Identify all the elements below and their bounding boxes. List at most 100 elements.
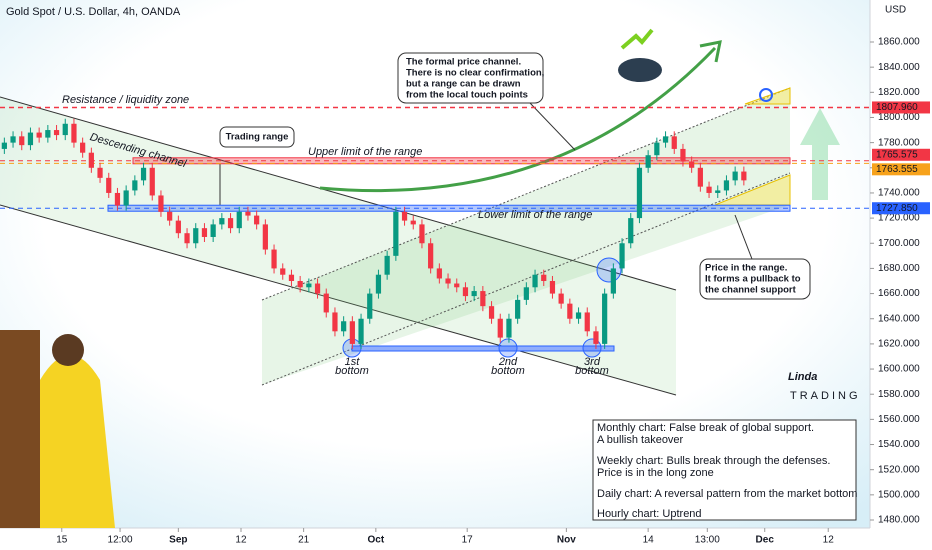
- y-tick-label: 1680.000: [878, 263, 920, 274]
- candle-body: [219, 218, 225, 225]
- y-tick-label: 1620.000: [878, 339, 920, 350]
- candle-body: [454, 283, 460, 288]
- price-tag: [872, 148, 930, 161]
- info-text: Weekly chart: Bulls break through the de…: [597, 455, 830, 467]
- candle-body: [602, 293, 608, 344]
- candle-body: [201, 228, 208, 237]
- candle-body: [410, 220, 416, 225]
- candle-body: [697, 167, 703, 187]
- info-box: [592, 419, 857, 521]
- y-tick-label: 1660.000: [878, 288, 920, 299]
- candle-body: [419, 224, 425, 244]
- candle-body: [10, 136, 16, 143]
- candle-body: [36, 132, 42, 138]
- candle-body: [636, 167, 643, 219]
- info-text: A bullish takeover: [597, 434, 684, 446]
- annotation: Price in the range.: [705, 263, 787, 274]
- candle-body: [680, 148, 686, 162]
- x-tick-label: Sep: [169, 535, 187, 546]
- arrow-head: [699, 40, 722, 63]
- bottom-label: 2nd: [498, 356, 518, 368]
- price-tag-label: 1765.575: [876, 149, 918, 160]
- candle-body: [523, 287, 529, 300]
- y-tick-label: 1860.000: [878, 37, 920, 48]
- x-axis-panel: [0, 528, 870, 550]
- candle-body: [628, 218, 634, 244]
- candle-body: [123, 190, 129, 206]
- candle-body: [236, 211, 242, 229]
- candle-body: [280, 268, 286, 275]
- candle-body: [158, 195, 164, 212]
- candle-body: [262, 224, 268, 250]
- candle-body: [271, 249, 277, 269]
- annotation: Resistance / liquidity zone: [62, 94, 189, 106]
- candle-body: [227, 218, 234, 229]
- x-tick-label: 12:00: [108, 535, 133, 546]
- triangle-zone: [744, 87, 791, 105]
- candle-body: [132, 180, 138, 191]
- x-tick-label: Oct: [368, 535, 385, 546]
- candle-body: [332, 312, 338, 332]
- y-tick-label: 1480.000: [878, 515, 920, 526]
- candle-body: [323, 293, 329, 313]
- y-tick-label: 1520.000: [878, 464, 920, 475]
- candle-body: [97, 167, 103, 178]
- candle-body: [662, 136, 669, 143]
- candle-body: [445, 278, 451, 284]
- candle-body: [723, 180, 730, 191]
- annotation: The formal price channel.: [406, 57, 521, 68]
- bull-icon: [618, 58, 662, 82]
- info-text: Hourly chart: Uptrend: [597, 508, 702, 520]
- candle-body: [184, 233, 190, 244]
- candle-body: [567, 303, 573, 319]
- channel-line: [261, 87, 791, 301]
- bottom-label: bottom: [335, 365, 369, 377]
- candle-body: [45, 130, 51, 138]
- candle-body: [706, 186, 712, 193]
- ascending-channel: [262, 88, 790, 385]
- price-tag-label: 1807.960: [876, 102, 918, 113]
- candle-body: [80, 142, 86, 153]
- y-tick-label: 1780.000: [878, 137, 920, 148]
- candle-body: [114, 192, 121, 206]
- candle-body: [593, 331, 599, 344]
- channel-line: [261, 172, 791, 386]
- candle-body: [654, 142, 660, 156]
- candle-body: [575, 312, 582, 319]
- chart-title: Gold Spot / U.S. Dollar, 4h, OANDA: [6, 6, 181, 18]
- target-marker: [759, 88, 773, 102]
- info-text: Price is in the long zone: [597, 467, 714, 479]
- annotation: There is no clear confirmation,: [406, 68, 544, 79]
- callout-box: [397, 52, 544, 104]
- annotation: Lower limit of the range: [478, 209, 592, 221]
- candle-body: [428, 243, 434, 269]
- annotation: the channel support: [705, 285, 797, 296]
- currency-label: USD: [885, 5, 906, 16]
- info-text: Daily chart: A reversal pattern from the…: [597, 488, 857, 500]
- y-tick-label: 1500.000: [878, 489, 920, 500]
- candle-body: [375, 274, 382, 294]
- price-tag: [872, 163, 930, 176]
- logo-sub: TRADING: [790, 390, 861, 402]
- channel-line: [0, 204, 677, 396]
- y-tick-label: 1640.000: [878, 313, 920, 324]
- bull-arrow: [620, 28, 654, 50]
- candle-body: [401, 211, 408, 221]
- y-tick-label: 1800.000: [878, 112, 920, 123]
- y-tick-label: 1560.000: [878, 414, 920, 425]
- up-arrow: [800, 108, 840, 200]
- candle-body: [27, 132, 34, 146]
- candle-body: [358, 318, 364, 344]
- candle-body: [715, 190, 721, 193]
- candle-body: [193, 228, 199, 244]
- candle-body: [619, 243, 625, 269]
- price-tag-label: 1727.850: [876, 203, 918, 214]
- candle-body: [549, 281, 556, 294]
- candle-body: [584, 312, 590, 332]
- candle-body: [297, 281, 303, 288]
- candle-body: [515, 299, 521, 319]
- bottom-label: 1st: [345, 356, 361, 368]
- bottom-label: bottom: [575, 365, 609, 377]
- y-tick-label: 1820.000: [878, 87, 920, 98]
- candle-body: [210, 224, 216, 237]
